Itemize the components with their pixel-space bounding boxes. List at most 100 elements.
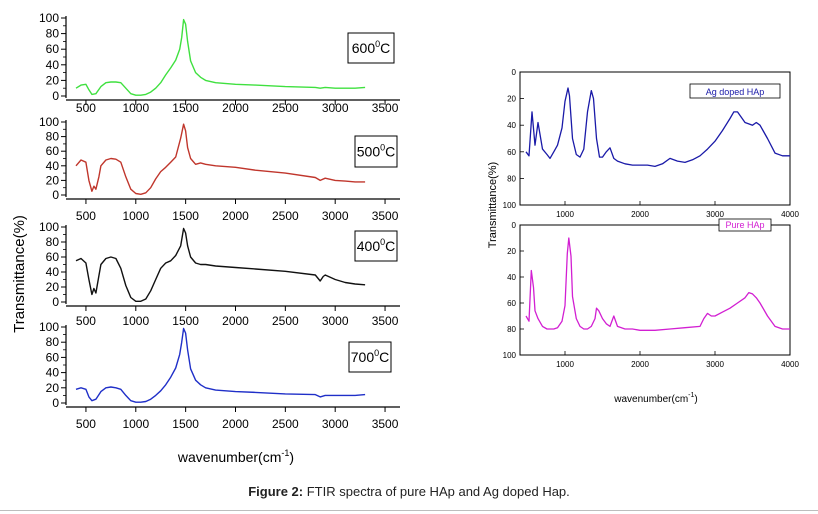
y-tick-label: 100	[39, 220, 59, 234]
x-tick-label: 1000	[122, 314, 149, 328]
x-tick-label: 3000	[322, 417, 349, 431]
series-line-600	[75, 18, 366, 96]
x-tick-label: 2500	[272, 314, 299, 328]
y-tick-label: 80	[46, 27, 60, 41]
y-tick-label: 60	[507, 299, 516, 308]
y-tick-label: 40	[46, 159, 60, 173]
series-line-pure	[525, 237, 790, 331]
y-tick-label: 40	[507, 273, 516, 282]
x-tick-label: 2500	[272, 417, 299, 431]
x-tick-label: 1000	[556, 360, 574, 369]
x-tick-label: 3000	[322, 314, 349, 328]
series-line-ag-doped	[525, 87, 790, 168]
x-tick-label: 4000	[781, 360, 799, 369]
caption-prefix: Figure 2:	[248, 484, 304, 499]
series-line-400	[75, 227, 366, 302]
y-tick-label: 0	[52, 396, 59, 410]
x-tick-label: 4000	[781, 210, 799, 219]
x-tick-label: 1500	[172, 314, 199, 328]
temperature-label-box	[348, 341, 392, 373]
x-tick-label: 3500	[372, 417, 399, 431]
series-line-700	[75, 327, 366, 403]
y-tick-label: 20	[46, 280, 60, 294]
y-tick-label: 0	[52, 89, 59, 103]
y-tick-label: 60	[46, 42, 60, 56]
temperature-label: 5000C	[357, 143, 396, 160]
x-tick-label: 2500	[272, 101, 299, 115]
y-tick-label: 0	[52, 295, 59, 309]
x-tick-label: 500	[76, 209, 96, 223]
y-tick-label: 80	[46, 235, 60, 249]
series-label-box	[689, 83, 781, 99]
right-panel-frame	[519, 71, 791, 206]
y-tick-label: 100	[503, 351, 517, 360]
x-tick-label: 1500	[172, 101, 199, 115]
y-tick-label: 40	[46, 58, 60, 72]
x-tick-label: 2500	[272, 209, 299, 223]
right-y-axis-label: Transmittance(%)	[487, 162, 499, 248]
series-label: Pure HAp	[725, 220, 764, 230]
temperature-label: 4000C	[357, 237, 396, 254]
y-tick-label: 20	[46, 73, 60, 87]
y-tick-label: 0	[512, 68, 517, 77]
x-tick-label: 3500	[372, 101, 399, 115]
left-y-axis-label: Transmittance(%)	[11, 215, 28, 333]
x-tick-label: 3000	[322, 209, 349, 223]
x-tick-label: 1000	[556, 210, 574, 219]
y-tick-label: 40	[507, 121, 516, 130]
series-label: Ag doped HAp	[706, 87, 765, 97]
y-tick-label: 0	[512, 221, 517, 230]
x-tick-label: 1000	[122, 417, 149, 431]
y-tick-label: 20	[507, 247, 516, 256]
y-tick-label: 80	[46, 130, 60, 144]
temperature-label-box	[354, 135, 398, 168]
x-tick-label: 1500	[172, 417, 199, 431]
right-panel-frame	[519, 224, 791, 356]
x-tick-label: 2000	[222, 417, 249, 431]
left-x-axis-label: wavenumber(cm-1)	[177, 448, 294, 465]
x-tick-label: 1500	[172, 209, 199, 223]
right-panel-ag-doped: 0 20 40 60 80 100 1000 2000 3000 4000 Ag doped HAp	[503, 68, 800, 219]
x-tick-label: 3000	[706, 210, 724, 219]
x-tick-label: 2000	[222, 209, 249, 223]
y-tick-label: 100	[39, 11, 59, 25]
x-tick-label: 2000	[631, 210, 649, 219]
y-tick-label: 60	[507, 148, 516, 157]
x-tick-label: 500	[76, 314, 96, 328]
series-line-500	[75, 123, 366, 196]
right-x-axis-label: wavenumber(cm-1)	[613, 392, 698, 405]
y-tick-label: 20	[507, 95, 516, 104]
y-tick-label: 40	[46, 366, 60, 380]
y-tick-label: 60	[46, 250, 60, 264]
y-tick-label: 60	[46, 350, 60, 364]
temperature-label-box	[354, 230, 398, 262]
temperature-label-box	[347, 32, 395, 64]
y-tick-label: 80	[46, 335, 60, 349]
x-tick-label: 2000	[631, 360, 649, 369]
x-tick-label: 500	[76, 417, 96, 431]
figure-caption: Figure 2: FTIR spectra of pure HAp and A…	[0, 484, 818, 499]
x-tick-label: 3000	[322, 101, 349, 115]
x-tick-label: 1000	[122, 209, 149, 223]
y-tick-label: 20	[46, 173, 60, 187]
bottom-divider	[0, 510, 818, 511]
series-label-box	[718, 218, 772, 232]
x-tick-label: 3500	[372, 314, 399, 328]
y-tick-label: 80	[507, 174, 516, 183]
y-tick-label: 60	[46, 144, 60, 158]
y-tick-label: 40	[46, 265, 60, 279]
x-tick-label: 3500	[372, 209, 399, 223]
x-tick-label: 2000	[222, 101, 249, 115]
x-tick-label: 2000	[222, 314, 249, 328]
temperature-label: 6000C	[352, 39, 391, 56]
y-tick-label: 100	[39, 320, 59, 334]
y-tick-label: 100	[503, 201, 517, 210]
y-tick-label: 0	[52, 188, 59, 202]
x-tick-label: 1000	[122, 101, 149, 115]
